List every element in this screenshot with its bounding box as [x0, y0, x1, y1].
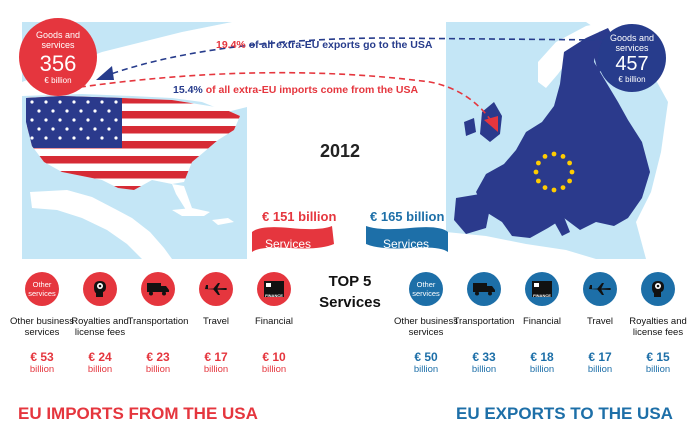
exports-banner-label: Services — [383, 237, 430, 251]
plane-icon — [199, 272, 233, 306]
service-unit: billion — [645, 364, 671, 375]
service-icon-text: FINANCE — [533, 293, 551, 298]
service-value: € 17 — [204, 350, 228, 364]
service-name: Other business services — [10, 316, 74, 338]
service-value: € 15 — [646, 350, 670, 364]
service-unit: billion — [587, 364, 613, 375]
other-services-icon: Other services — [25, 272, 59, 306]
exports-share-label: 19.4% of all extra-EU exports go to the … — [216, 39, 432, 51]
imports-share-text: of all extra-EU imports come from the US… — [202, 84, 419, 96]
truck-icon — [467, 272, 501, 306]
finance-icon: FINANCE — [525, 272, 559, 306]
usa-circle-value: 356 — [39, 50, 77, 76]
service-value: € 53 — [30, 350, 54, 364]
exports-service-1: Transportation € 33 billion — [452, 272, 516, 375]
service-unit: billion — [261, 364, 287, 375]
imports-share-label: 15.4% of all extra-EU imports come from … — [173, 84, 418, 96]
usa-circle-label: Goods and services — [35, 29, 81, 50]
exports-service-0: Other services Other business services € 5… — [394, 272, 458, 375]
service-unit: billion — [203, 364, 229, 375]
service-name: Royalties and license fees — [71, 316, 129, 338]
usa-total-circle: Goods and services 356 € billion — [19, 18, 97, 96]
service-unit: billion — [145, 364, 171, 375]
service-unit: billion — [87, 364, 113, 375]
finance-icon: FINANCE — [257, 272, 291, 306]
imports-service-1: Royalties and license fees € 24 billion — [68, 272, 132, 375]
imports-service-0: Other services Other business services € 5… — [10, 272, 74, 375]
exports-service-3: Travel € 17 billion — [568, 272, 632, 375]
exports-service-4: Royalties and license fees € 15 billion — [626, 272, 690, 375]
service-value: € 10 — [262, 350, 286, 364]
eu-circle-label: Goods and services — [609, 32, 655, 53]
top5-title: TOP 5 Services — [302, 271, 398, 313]
service-unit: billion — [471, 364, 497, 375]
imports-banner-label: Services — [265, 237, 312, 251]
imports-banner-value: € 151 billion — [262, 209, 337, 224]
service-name: Travel — [586, 316, 614, 327]
service-name: Travel — [202, 316, 230, 327]
service-name: Other business services — [394, 316, 458, 338]
service-unit: billion — [413, 364, 439, 375]
other-services-icon: Other services — [409, 272, 443, 306]
service-icon-text: Other services — [412, 280, 440, 298]
year-label: 2012 — [320, 141, 361, 161]
exports-footer-title: EU EXPORTS TO THE USA — [456, 404, 673, 423]
imports-service-2: Transportation € 23 billion — [126, 272, 190, 375]
royalties-brain-icon — [641, 272, 675, 306]
imports-service-4: FINANCE Financial € 10 billion — [242, 272, 306, 375]
service-unit: billion — [529, 364, 555, 375]
service-name: Transportation — [127, 316, 189, 327]
service-unit: billion — [29, 364, 55, 375]
exports-share-highlight: 19.4% — [216, 39, 246, 51]
top5-title-line2: Services — [319, 294, 381, 311]
top5-title-line1: TOP 5 — [328, 273, 372, 290]
eu-circle-value: 457 — [615, 52, 649, 75]
truck-icon — [141, 272, 175, 306]
service-value: € 18 — [530, 350, 554, 364]
service-name: Royalties and license fees — [629, 316, 687, 338]
imports-share-highlight: 15.4% — [173, 84, 203, 96]
exports-share-text: of all extra-EU exports go to the USA — [245, 39, 433, 51]
service-value: € 50 — [414, 350, 438, 364]
eu-circle-unit: € billion — [618, 74, 646, 84]
exports-banner-value: € 165 billion — [370, 209, 445, 224]
imports-service-3: Travel € 17 billion — [184, 272, 248, 375]
exports-service-2: FINANCE Financial € 18 billion — [510, 272, 574, 375]
service-icon-text: Other services — [28, 280, 56, 298]
service-name: Transportation — [453, 316, 515, 327]
service-value: € 24 — [88, 350, 112, 364]
service-value: € 17 — [588, 350, 612, 364]
eu-total-circle: Goods and services 457 € billion — [598, 24, 666, 92]
service-icon-text: FINANCE — [265, 293, 283, 298]
service-value: € 23 — [146, 350, 170, 364]
service-name: Financial — [522, 316, 562, 327]
plane-icon — [583, 272, 617, 306]
royalties-brain-icon — [83, 272, 117, 306]
service-name: Financial — [254, 316, 294, 327]
imports-footer-title: EU IMPORTS FROM THE USA — [18, 404, 258, 423]
service-value: € 33 — [472, 350, 496, 364]
usa-circle-unit: € billion — [44, 75, 72, 85]
